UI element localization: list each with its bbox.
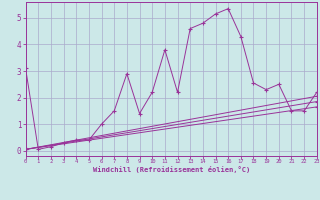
X-axis label: Windchill (Refroidissement éolien,°C): Windchill (Refroidissement éolien,°C) (92, 166, 250, 173)
